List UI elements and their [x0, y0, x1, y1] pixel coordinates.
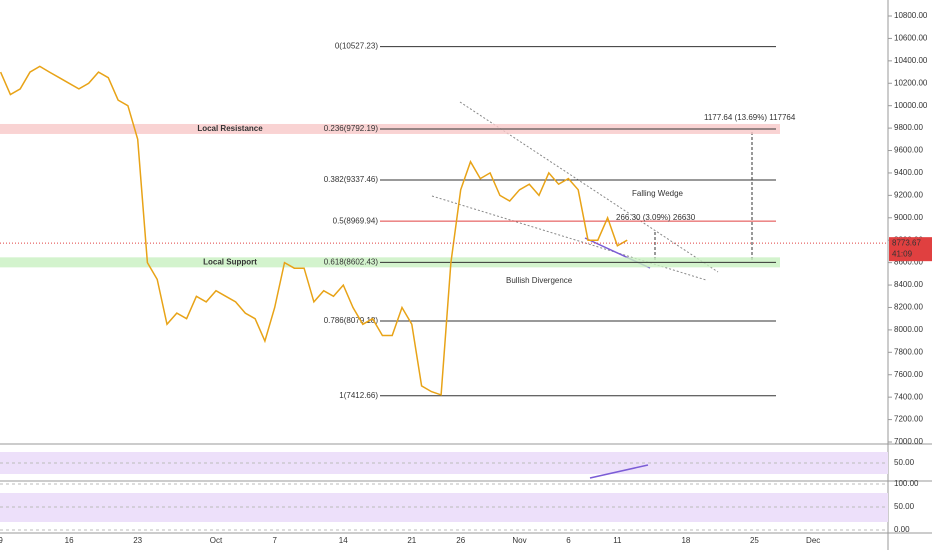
fib-label: 0.236(9792.19) — [324, 124, 379, 133]
y-tick-label: 9800.00 — [894, 123, 923, 132]
x-tick-label: 21 — [407, 536, 416, 545]
y-tick-label: 8200.00 — [894, 303, 923, 312]
fib-label: 0.382(9337.46) — [324, 175, 379, 184]
fib-label: 0(10527.23) — [335, 42, 378, 51]
y-tick-label: 7600.00 — [894, 370, 923, 379]
y-tick-label: 7200.00 — [894, 415, 923, 424]
price-tag-label: 8773.67 — [892, 238, 921, 247]
x-tick-label: 23 — [133, 536, 142, 545]
zone-label: Local Resistance — [197, 124, 263, 133]
y-tick-label: 7000.00 — [894, 437, 923, 446]
x-tick-label: 6 — [566, 536, 571, 545]
note: Falling Wedge — [632, 189, 684, 198]
price-tag — [889, 237, 932, 262]
y-tick-label: 10200.00 — [894, 78, 928, 87]
y-tick-label: 7400.00 — [894, 392, 923, 401]
x-tick-label: 14 — [339, 536, 348, 545]
fib-label: 0.5(8969.94) — [333, 216, 379, 225]
y-tick-label: 9000.00 — [894, 213, 923, 222]
divergence-line — [589, 464, 649, 479]
y-tick-label: 10400.00 — [894, 56, 928, 65]
x-tick-label: 18 — [681, 536, 690, 545]
measure-label: 1177.64 (13.69%) 117764 — [704, 113, 796, 122]
x-tick-label: Dec — [806, 536, 820, 545]
y-tick-label: 10800.00 — [894, 11, 928, 20]
rsi-tick-label: 50.00 — [894, 458, 915, 467]
note: Bullish Divergence — [506, 276, 573, 285]
y-tick-label: 9400.00 — [894, 168, 923, 177]
fib-label: 0.618(8602.43) — [324, 257, 379, 266]
price-line — [0, 65, 628, 396]
fib-label: 1(7412.66) — [339, 391, 378, 400]
y-tick-label: 9600.00 — [894, 146, 923, 155]
x-tick-label: 16 — [65, 536, 74, 545]
measure-label: 266.30 (3.09%) 26630 — [616, 213, 696, 222]
fib-label: 0.786(8079.18) — [324, 316, 379, 325]
x-tick-label: 26 — [456, 536, 465, 545]
zone-label: Local Support — [203, 257, 257, 266]
x-tick-label: 25 — [750, 536, 759, 545]
y-tick-label: 7800.00 — [894, 347, 923, 356]
x-tick-label: 11 — [613, 536, 622, 545]
stoch-tick-label: 100.00 — [894, 479, 919, 488]
x-tick-label: 7 — [272, 536, 277, 545]
y-tick-label: 8400.00 — [894, 280, 923, 289]
x-tick-label: 9 — [0, 536, 3, 545]
y-tick-label: 8600.00 — [894, 258, 923, 267]
y-tick-label: 10600.00 — [894, 34, 928, 43]
wedge-line — [459, 101, 719, 273]
y-tick-label: 9200.00 — [894, 190, 923, 199]
stoch-tick-label: 50.00 — [894, 502, 915, 511]
countdown: 41:09 — [892, 249, 913, 258]
stoch-tick-label: 0.00 — [894, 525, 910, 534]
x-tick-label: Nov — [512, 536, 526, 545]
y-tick-label: 8000.00 — [894, 325, 923, 334]
y-tick-label: 10000.00 — [894, 101, 928, 110]
x-tick-label: Oct — [210, 536, 223, 545]
